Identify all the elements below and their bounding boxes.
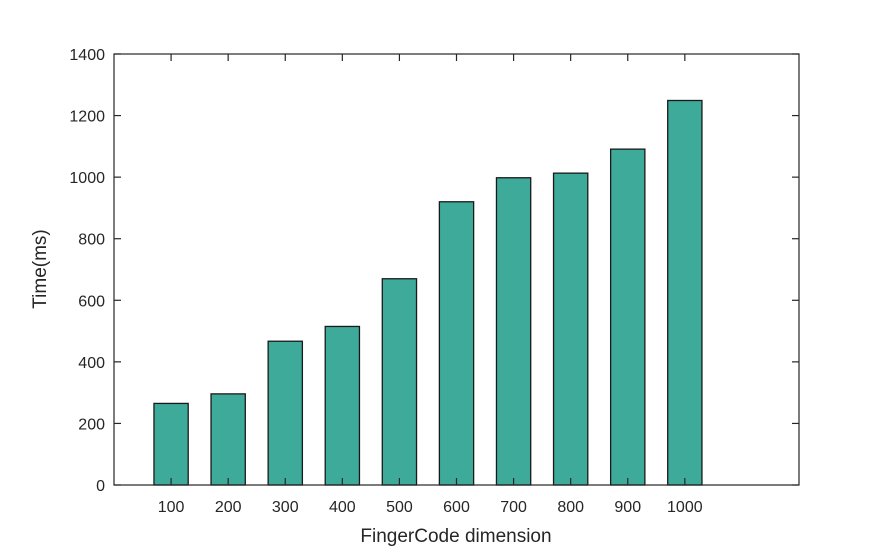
y-tick-label: 1200	[69, 109, 105, 126]
x-tick-label: 500	[386, 499, 413, 516]
x-tick-label: 400	[329, 499, 356, 516]
y-tick-label: 200	[78, 416, 105, 433]
x-tick-label: 300	[272, 499, 299, 516]
bar-800	[552, 172, 589, 486]
y-tick-label: 1400	[69, 47, 105, 64]
y-tick-label: 400	[78, 355, 105, 372]
x-tick-label: 800	[557, 499, 584, 516]
x-tick-label: 100	[158, 499, 185, 516]
y-tick-label: 0	[96, 478, 105, 495]
y-tick-label: 1000	[69, 170, 105, 187]
ticks-layer: 0 200 400 600 800 1000 1200 1400 100 200 300 400 500…	[69, 47, 799, 516]
bar-900	[609, 148, 646, 486]
x-tick-label: 600	[443, 499, 470, 516]
x-tick-label: 700	[500, 499, 527, 516]
y-axis-title: Time(ms)	[30, 229, 51, 309]
bar-700	[495, 177, 532, 486]
y-tick-label: 800	[78, 232, 105, 249]
x-tick-label: 200	[215, 499, 242, 516]
x-tick-label: 1000	[667, 499, 703, 516]
bar-1000	[667, 99, 703, 486]
bar-400	[324, 325, 361, 486]
bar-300	[267, 340, 304, 486]
bar-100	[153, 402, 189, 486]
x-axis-title: FingerCode dimension	[360, 526, 551, 547]
x-tick-label: 900	[614, 499, 641, 516]
y-tick-label: 600	[78, 293, 105, 310]
bar-600	[438, 201, 475, 486]
bar-200	[210, 393, 246, 486]
bar-500	[381, 278, 418, 486]
bars-layer	[153, 99, 703, 486]
